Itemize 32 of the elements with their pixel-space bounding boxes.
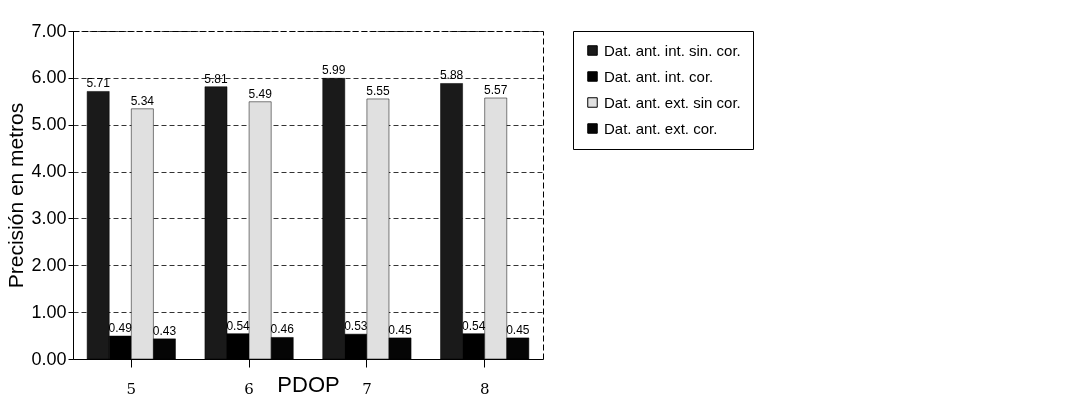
- y-tick-label: 2.00: [31, 254, 67, 275]
- data-label: 5.99: [322, 63, 346, 78]
- data-label: 0.46: [270, 322, 295, 337]
- x-tick-label: 5: [126, 379, 137, 398]
- y-axis-title: Precisión en metros: [4, 102, 28, 289]
- legend-label: Dat. ant. ext. sin cor.: [604, 93, 741, 111]
- y-tick-label: 3.00: [31, 207, 67, 228]
- data-label: 5.71: [86, 76, 111, 91]
- y-tick-label: 4.00: [31, 161, 67, 182]
- y-tick-label: 0.00: [31, 348, 67, 369]
- x-tick-label: 8: [479, 379, 490, 398]
- legend-label: Dat. ant. int. sin. cor.: [604, 41, 741, 59]
- y-tick-label: 6.00: [31, 67, 67, 88]
- data-label: 0.49: [108, 321, 133, 336]
- data-label: 5.34: [130, 93, 155, 108]
- y-tick-label: 5.00: [31, 114, 67, 135]
- legend-label: Dat. ant. ext. cor.: [604, 119, 718, 137]
- data-label: 5.55: [366, 83, 390, 98]
- x-tick-label: 6: [244, 379, 254, 398]
- data-label: 0.45: [506, 322, 530, 337]
- data-label: 0.45: [388, 322, 413, 337]
- data-label: 5.88: [439, 68, 464, 83]
- y-tick-label: 7.00: [31, 20, 67, 41]
- data-label: 0.43: [152, 323, 177, 338]
- legend-label: Dat. ant. int. cor.: [604, 67, 714, 85]
- data-label: 5.81: [204, 71, 228, 86]
- data-label: 0.54: [226, 318, 251, 333]
- y-tick-label: 1.00: [31, 301, 67, 322]
- data-label: 5.57: [484, 83, 508, 98]
- x-tick-label: 7: [362, 379, 372, 398]
- data-label: 5.49: [248, 86, 273, 101]
- x-axis-title: PDOP: [277, 371, 340, 397]
